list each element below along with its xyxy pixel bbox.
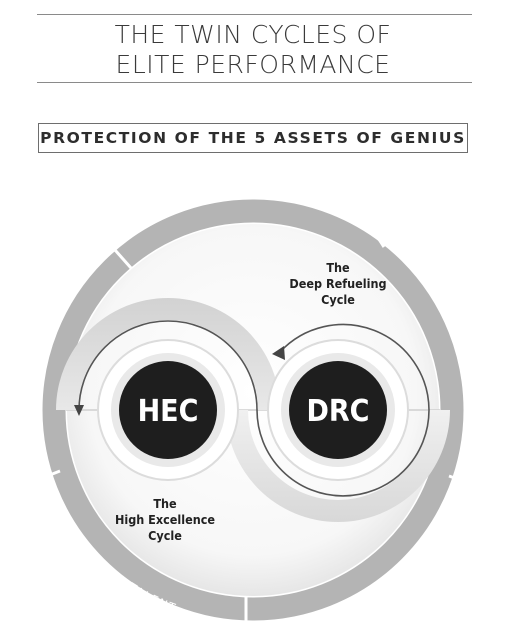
drc-label: DRC	[306, 394, 369, 429]
outer-ring	[42, 199, 464, 621]
hec-caption-line-1: The	[153, 496, 177, 511]
hec-caption: The High Excellence Cycle	[115, 496, 215, 543]
drc-caption: The Deep Refueling Cycle	[289, 260, 386, 307]
title-line-1: THE TWIN CYCLES OF	[114, 20, 392, 49]
hec-arc	[56, 298, 280, 410]
hec-caption-line-3: Cycle	[148, 528, 182, 543]
hec-caption-line-2: High Excellence	[115, 512, 215, 527]
drc-node: DRC	[267, 339, 409, 481]
drc-arrow-head	[272, 346, 285, 360]
subtitle-banner: PROTECTION OF THE 5 ASSETS OF GENIUS	[38, 123, 468, 153]
top-rule	[37, 14, 472, 15]
ring-separators	[36, 226, 472, 622]
drc-caption-line-3: Cycle	[321, 292, 355, 307]
bottom-rule	[37, 82, 472, 83]
hec-label: HEC	[138, 394, 199, 429]
drc-caption-line-1: The	[326, 260, 350, 275]
hec-cycle-path	[78, 320, 258, 411]
drc-arc	[226, 410, 450, 522]
hec-arrow-head	[74, 405, 84, 416]
drc-caption-line-2: Deep Refueling	[289, 276, 386, 291]
hec-node: HEC	[97, 339, 239, 481]
title-line-2: ELITE PERFORMANCE	[115, 50, 391, 79]
segment-label-mental-focus: 1. MENTAL FOCUS	[187, 161, 319, 185]
drc-cycle-path	[256, 323, 430, 497]
